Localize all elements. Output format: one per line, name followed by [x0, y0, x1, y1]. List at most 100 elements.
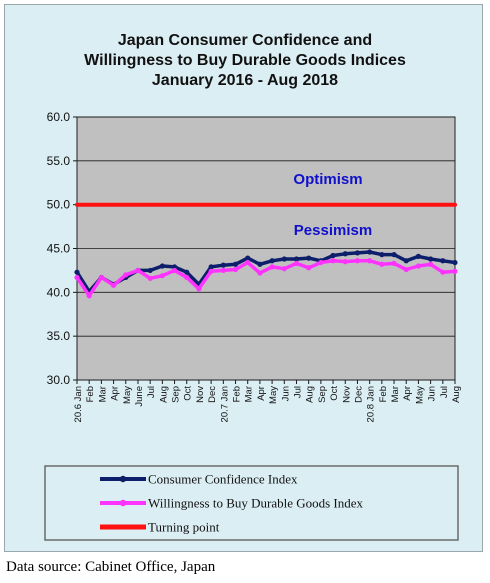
x-tick-label: Oct [183, 386, 194, 401]
chart-title-line-2: Willingness to Buy Durable Goods Indices [84, 52, 406, 69]
legend-label: Willingness to Buy Durable Goods Index [148, 496, 364, 511]
data-point [86, 293, 92, 299]
y-tick-label: 60.0 [47, 110, 71, 124]
data-point [415, 263, 422, 269]
data-point [171, 267, 178, 274]
x-tick-label: Apr [110, 386, 121, 401]
x-tick-label: Sep [317, 386, 328, 403]
x-tick-label: Aug [158, 386, 169, 403]
y-tick-label: 30.0 [47, 373, 71, 387]
data-point [184, 274, 190, 281]
data-point [330, 258, 336, 264]
x-tick-label: Jun [280, 386, 291, 401]
x-tick-label: 20.7 Jan [219, 386, 230, 422]
legend-label: Consumer Confidence Index [148, 472, 298, 487]
data-point [391, 252, 397, 258]
x-tick-label: Mar [390, 386, 401, 402]
x-tick-label: May [414, 386, 425, 404]
x-tick-label: Feb [232, 386, 243, 402]
data-point [379, 252, 385, 258]
data-point [306, 255, 312, 261]
x-tick-label: Nov [341, 386, 352, 403]
x-tick-label: May [122, 386, 133, 404]
y-tick-label: 55.0 [47, 154, 71, 168]
data-point [98, 274, 104, 281]
y-tick-label: 35.0 [47, 329, 71, 343]
x-tick-label: Dec [353, 386, 364, 403]
legend: Consumer Confidence Index Willingness to … [44, 465, 459, 541]
data-point [342, 251, 348, 257]
legend-label: Turning point [148, 520, 220, 535]
data-point [281, 256, 287, 262]
data-point [257, 270, 263, 276]
data-point [208, 264, 214, 270]
data-point [135, 267, 141, 274]
annotation-pessimism: Pessimism [294, 222, 372, 239]
x-tick-label: Oct [329, 386, 340, 401]
x-tick-label: Mar [244, 386, 255, 402]
data-point [428, 256, 434, 262]
x-tick-label: Dec [207, 386, 218, 403]
x-tick-label: 20.6 Jan [73, 386, 84, 422]
data-point [159, 273, 165, 279]
data-point [245, 255, 251, 261]
data-point [220, 262, 226, 268]
y-tick-label: 50.0 [47, 198, 71, 212]
data-point [330, 252, 336, 259]
x-tick-label: Aug [305, 386, 316, 403]
data-point [440, 258, 446, 264]
x-tick-label: Feb [378, 386, 389, 402]
legend-marker [119, 499, 127, 507]
x-tick-label: Aug [451, 386, 462, 403]
x-tick-label: Apr [256, 386, 267, 401]
data-source-caption: Data source: Cabinet Office, Japan [6, 559, 216, 575]
data-point [293, 256, 300, 262]
data-point [110, 282, 117, 288]
data-point [415, 253, 422, 259]
data-point [257, 261, 263, 267]
data-point [196, 286, 202, 292]
y-tick-label: 40.0 [47, 285, 71, 299]
x-tick-label: 20.8 Jan [366, 386, 377, 422]
data-point [269, 264, 275, 270]
data-point [367, 249, 373, 255]
data-point [232, 261, 239, 267]
x-tick-label: Sep [171, 386, 182, 403]
x-tick-label: Mar [97, 386, 108, 402]
data-point [74, 274, 80, 281]
data-point [159, 263, 165, 269]
data-point [147, 275, 153, 281]
data-point [232, 266, 239, 273]
x-tick-label: Feb [85, 386, 96, 402]
data-point [354, 258, 361, 264]
x-tick-label: Apr [402, 386, 413, 401]
x-tick-label: Jul [292, 386, 303, 398]
data-point [318, 259, 324, 266]
legend-marker [119, 475, 127, 483]
data-point [452, 259, 458, 266]
data-point [306, 265, 312, 271]
x-tick-label: Jun [427, 386, 438, 401]
x-tick-label: Jul [146, 386, 157, 398]
data-point [269, 258, 275, 264]
series-group [74, 202, 458, 299]
data-point [342, 259, 348, 265]
data-point [147, 267, 153, 274]
data-point [293, 260, 300, 267]
data-point [184, 269, 190, 275]
chart-title-line-1: Japan Consumer Confidence and [117, 32, 373, 49]
x-tick-label: Nov [195, 386, 206, 403]
data-point [245, 259, 251, 266]
data-point [208, 268, 214, 274]
x-tick-label: May [268, 386, 279, 404]
annotation-optimism: Optimism [293, 171, 362, 188]
data-point [403, 258, 409, 264]
data-point [354, 250, 361, 256]
data-point [74, 269, 80, 275]
data-point [220, 267, 226, 274]
data-point [428, 261, 434, 267]
data-point [379, 261, 385, 267]
data-point [452, 268, 458, 274]
data-point [281, 266, 287, 272]
